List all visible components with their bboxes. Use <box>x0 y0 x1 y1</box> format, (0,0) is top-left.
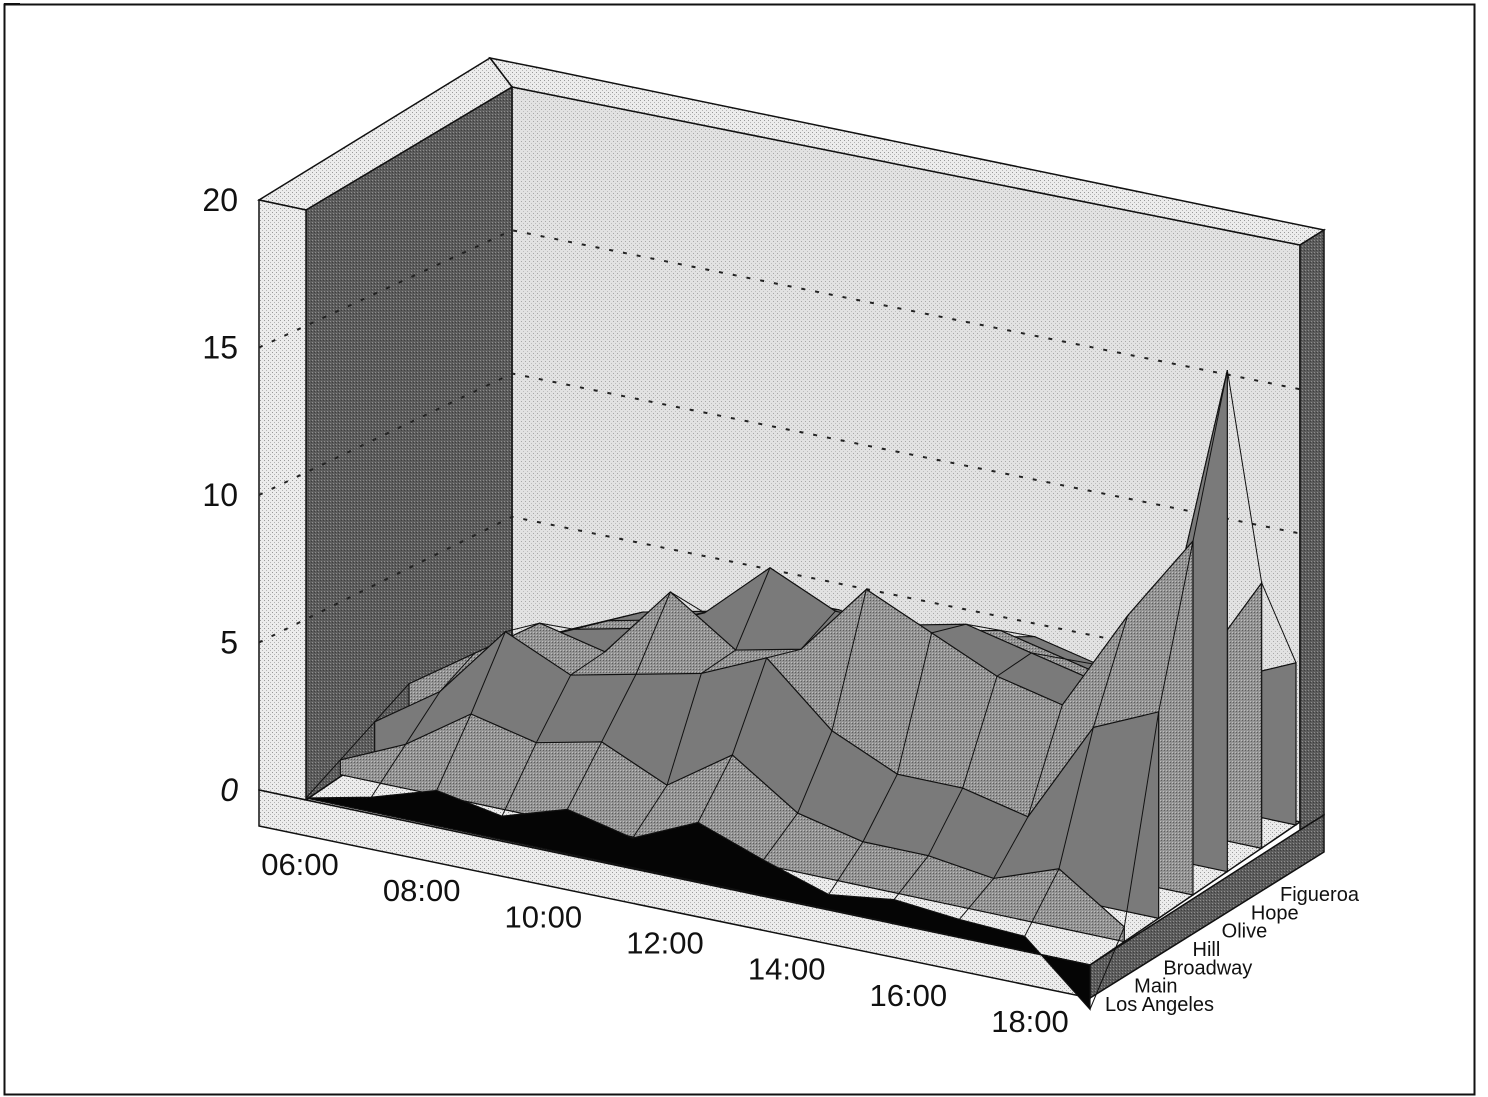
surface-rib <box>1000 629 1035 638</box>
surface-rib <box>370 744 407 798</box>
x-tick-label: 12:00 <box>626 926 704 961</box>
surface-rib <box>993 816 1029 879</box>
street-label: Los Angeles <box>1105 994 1214 1016</box>
surface-rib <box>305 759 341 799</box>
surface-rib <box>1031 652 1066 660</box>
x-tick-label: 10:00 <box>505 899 583 934</box>
surface-rib <box>996 652 1032 677</box>
surface-rib <box>1024 868 1060 937</box>
surface-rib <box>893 855 929 900</box>
surface-rib <box>405 691 441 745</box>
surface-rib <box>670 591 705 614</box>
surface-rib <box>439 653 475 692</box>
street-label: Hill <box>1193 939 1221 961</box>
surface-rib <box>470 631 506 715</box>
surface-rib <box>862 773 898 842</box>
surface-rib <box>1192 370 1228 542</box>
gridline <box>258 515 1301 679</box>
surface-rib <box>339 721 376 761</box>
surface-rib <box>1027 704 1063 817</box>
surface-rib <box>797 730 833 814</box>
surface-row <box>305 789 1091 1011</box>
surface-rib <box>632 784 668 839</box>
street-label: Hope <box>1251 902 1299 924</box>
surface-rib <box>539 622 575 630</box>
street-label: Broadway <box>1163 957 1252 979</box>
surface-rib <box>635 591 671 675</box>
x-tick-label: 08:00 <box>383 873 461 908</box>
surface-rib <box>896 632 933 775</box>
surface-rib <box>374 683 410 723</box>
x-tick-label: 18:00 <box>991 1004 1069 1039</box>
surface-rib <box>731 657 768 756</box>
surface-rib <box>566 741 603 810</box>
y-tick-label: 20 <box>202 182 238 218</box>
y-tick-label: 5 <box>220 625 238 661</box>
street-label: Main <box>1134 976 1177 998</box>
x-tick-label: 16:00 <box>870 978 948 1013</box>
gridlines <box>258 229 1301 679</box>
surface-rib <box>1158 540 1194 712</box>
surface-rib <box>1123 711 1160 927</box>
x-tick-label: 14:00 <box>748 952 826 987</box>
surface-rib <box>608 611 643 622</box>
surface-rib <box>573 620 609 630</box>
surface-rib <box>1261 582 1297 663</box>
x-axis-ticks: 06:00 08:00 10:00 12:00 14:00 16:00 18:00 <box>261 847 1069 1039</box>
gridline <box>258 229 1301 391</box>
surface-rib <box>436 713 472 791</box>
street-label: Olive <box>1222 921 1268 943</box>
surface-rib <box>535 674 572 743</box>
street-labels: Los AngelesMainBroadwayHillOliveHopeFigu… <box>1105 884 1360 1016</box>
surface <box>305 370 1297 1011</box>
y-tick-label: 0 <box>220 772 238 808</box>
y-axis-ticks: 0 5 10 15 20 <box>202 182 238 808</box>
surface-rib <box>1089 926 1125 1010</box>
surface-rib <box>697 754 733 823</box>
surface-rib <box>965 623 1001 631</box>
surface-rib <box>505 622 540 633</box>
surface-rib <box>601 674 637 743</box>
y-tick-label: 10 <box>202 477 238 513</box>
x-tick-label: 06:00 <box>261 847 339 882</box>
surface-rib <box>666 673 702 786</box>
surface-rib <box>735 567 771 651</box>
surface-rib <box>1058 727 1094 869</box>
street-label: Figueroa <box>1280 884 1360 906</box>
surface-rib <box>831 589 867 731</box>
surface-rib <box>762 812 799 861</box>
left-wall-edge <box>258 199 307 801</box>
surface-rib <box>570 651 606 676</box>
gridline <box>258 372 1301 535</box>
surface-rib <box>962 676 998 789</box>
surface-rib <box>766 648 802 659</box>
surface-rib <box>958 878 995 920</box>
surface-rib <box>701 649 736 674</box>
surface-rib <box>501 742 537 817</box>
surface-rib <box>1226 370 1263 583</box>
y-tick-label: 15 <box>202 330 238 366</box>
surface-rib <box>828 841 864 895</box>
surface-rib <box>931 623 967 634</box>
right-wall <box>1299 228 1325 832</box>
surface-rib <box>1092 615 1129 728</box>
surface-rib <box>927 787 964 856</box>
figure-border <box>3 3 1476 1096</box>
surface-rib <box>800 610 836 650</box>
